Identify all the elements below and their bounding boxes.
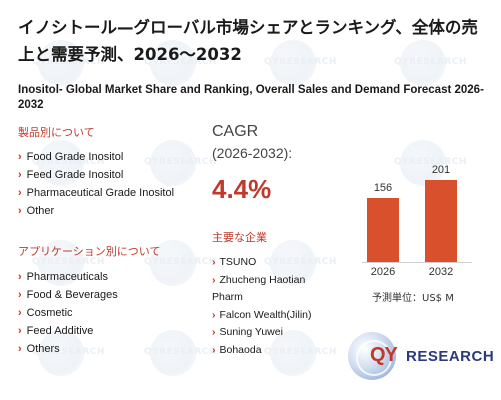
chevron-right-icon: › [18, 151, 22, 163]
cagr-period: (2026-2032): [212, 145, 293, 161]
logo-qy-text: QY [370, 344, 398, 366]
companies-list: › TSUNO › Zhucheng Haotian Pharm › Falcon W… [212, 254, 322, 359]
list-item: › Feed Grade Inositol [18, 169, 124, 181]
chevron-right-icon: › [212, 308, 216, 321]
list-item: › Falcon Wealth(Jilin) [212, 308, 312, 321]
chevron-right-icon: › [18, 289, 22, 301]
companies-heading: 主要な企業 [212, 231, 267, 244]
list-item: › Feed Additive [18, 325, 94, 337]
chart-baseline [362, 262, 472, 263]
list-item: › Pharmaceuticals [18, 271, 108, 283]
page-title: イノシトール—グローバル市場シェアとランキング、全体の売上と需要予測、2026～… [18, 18, 478, 64]
chart-data-label: 201 [431, 164, 451, 176]
list-item: › Other [18, 205, 55, 217]
chart-bar [425, 180, 457, 262]
chevron-right-icon: › [18, 343, 22, 355]
list-item: › Food & Beverages [18, 289, 118, 301]
globe-icon [348, 332, 396, 380]
chevron-right-icon: › [212, 256, 216, 268]
product-list: › Food Grade Inositol › Feed Grade Inosito… [18, 148, 174, 220]
application-list: › Pharmaceuticals › Food & Beverages › Cosm… [18, 268, 118, 358]
watermark-logo: QYRESEARCH [264, 240, 336, 286]
chart-unit-label: 予測単位：US$ M [372, 293, 454, 304]
list-item: › TSUNO [212, 256, 257, 268]
chevron-right-icon: › [212, 343, 216, 356]
list-item: › Food Grade Inositol [18, 151, 124, 163]
list-item: › Zhucheng Haotian Pharm [212, 273, 306, 304]
chevron-right-icon: › [212, 326, 216, 338]
logo-research-text: RESEARCH [406, 348, 495, 365]
chevron-right-icon: › [18, 187, 22, 199]
chevron-right-icon: › [212, 273, 216, 286]
watermark-logo: QYRESEARCH [32, 40, 104, 86]
chart-data-label: 156 [373, 182, 393, 194]
chevron-right-icon: › [18, 271, 22, 283]
watermark-logo: QYRESEARCH [32, 240, 104, 286]
chevron-right-icon: › [18, 325, 22, 337]
chevron-right-icon: › [18, 205, 22, 217]
watermark-logo: QYRESEARCH [144, 40, 216, 86]
product-section-heading: 製品別について [18, 126, 95, 139]
list-item: › Pharmaceutical Grade Inositol [18, 187, 175, 199]
watermark-logo: QYRESEARCH [32, 330, 104, 376]
chart-bar [367, 198, 399, 262]
watermark-logo: QYRESEARCH [144, 240, 216, 286]
watermark-logo: QYRESEARCH [394, 140, 466, 186]
list-item: › Cosmetic [18, 307, 73, 319]
list-item: › Bohaoda [212, 343, 262, 356]
watermark-logo: QYRESEARCH [144, 140, 216, 186]
chart-category-label: 2032 [428, 266, 454, 278]
chevron-right-icon: › [18, 169, 22, 181]
list-item: › Others [18, 343, 60, 355]
page-subtitle: Inositol- Global Market Share and Rankin… [18, 84, 484, 111]
watermark-logo: QYRESEARCH [144, 330, 216, 376]
list-item: › Suning Yuwei [212, 326, 283, 338]
qyresearch-logo: QY RESEARCH [348, 330, 494, 384]
watermark-logo: QYRESEARCH [32, 140, 104, 186]
watermark-logo: QYRESEARCH [394, 40, 466, 86]
application-section-heading: アプリケーション別について [18, 245, 161, 258]
chart-category-label: 2026 [370, 266, 396, 278]
chevron-right-icon: › [18, 307, 22, 319]
cagr-label: CAGR [212, 123, 259, 140]
watermark-logo: QYRESEARCH [264, 330, 336, 376]
watermark-logo: QYRESEARCH [264, 40, 336, 86]
cagr-value: 4.4% [212, 174, 272, 204]
